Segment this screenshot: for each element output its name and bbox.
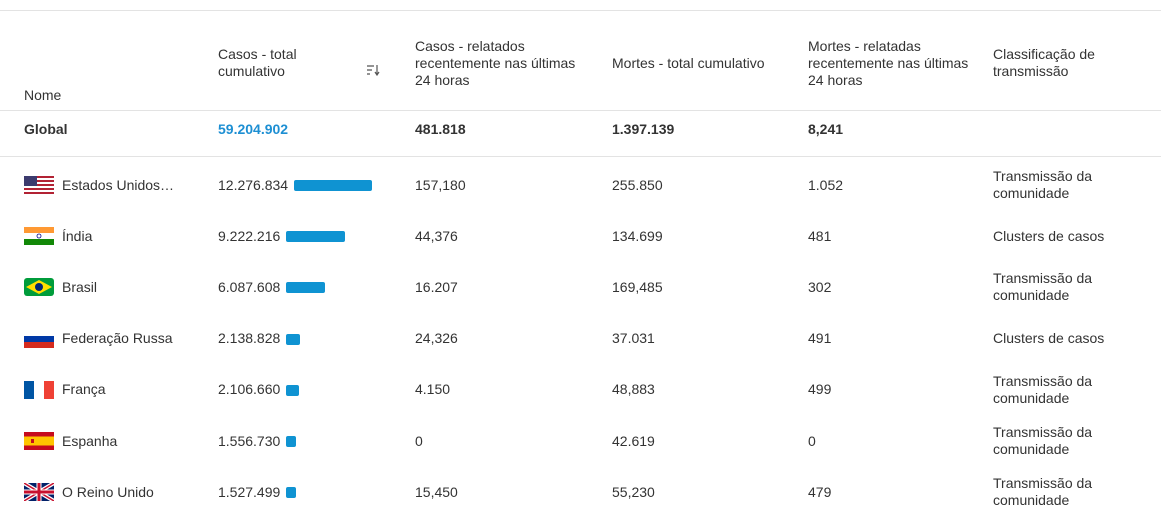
- cell: 15,450: [415, 483, 458, 500]
- sort-icon[interactable]: [366, 64, 380, 76]
- cell: 2.138.828: [218, 330, 281, 347]
- column-header: Casos - total cumulativo: [218, 46, 297, 79]
- cell: Clusters de casos: [993, 330, 1105, 347]
- global-cell: 8,241: [808, 121, 844, 137]
- case-bar: [286, 231, 345, 243]
- cell: 499: [808, 381, 832, 398]
- cell: 481: [808, 227, 832, 244]
- global-cell: 1.397.139: [612, 121, 675, 137]
- cell: 16.207: [415, 278, 458, 295]
- cell: 4.150: [415, 381, 451, 398]
- global-cell: 59.204.902: [218, 121, 289, 137]
- cell: 9.222.216: [218, 227, 281, 244]
- cell: Estados Unidos…: [62, 176, 175, 193]
- flag: [24, 227, 54, 246]
- cell: Clusters de casos: [993, 227, 1105, 244]
- global-cell: 481.818: [415, 121, 466, 137]
- cell: 2.106.660: [218, 381, 281, 398]
- cell: 255.850: [612, 176, 663, 193]
- flag: [24, 432, 54, 450]
- cell: 169,485: [612, 278, 663, 295]
- cell: Federação Russa: [62, 330, 173, 347]
- case-bar: [286, 282, 325, 294]
- cell: 1.556.730: [218, 432, 281, 449]
- header-border: [0, 110, 1161, 111]
- top-border: [0, 10, 1161, 11]
- cell: 1.527.499: [218, 483, 281, 500]
- flag: [24, 329, 54, 348]
- case-bar: [286, 487, 296, 499]
- flag: [24, 483, 54, 502]
- column-header: Nome: [24, 87, 62, 103]
- cell: Brasil: [62, 278, 98, 295]
- cell: 0: [415, 432, 423, 449]
- cell: 302: [808, 278, 832, 295]
- flag: [24, 380, 54, 399]
- global-cell: Global: [24, 121, 68, 137]
- cell: 134.699: [612, 227, 663, 244]
- case-bar: [286, 436, 296, 447]
- cell: 12.276.834: [218, 176, 289, 193]
- cell: 48,883: [612, 381, 655, 398]
- column-header: Mortes - relatadas recentemente nas últi…: [808, 37, 969, 88]
- case-bar: [286, 384, 300, 396]
- column-header: Casos - relatados recentemente nas últim…: [415, 37, 576, 88]
- cell: Transmissão da comunidade: [993, 168, 1093, 201]
- column-header: Classificação de transmissão: [993, 46, 1095, 79]
- flag: [24, 176, 54, 194]
- cell: 37.031: [612, 330, 655, 347]
- cell: 42.619: [612, 432, 655, 449]
- case-bar: [286, 333, 300, 345]
- cell: 44,376: [415, 227, 458, 244]
- cell: 6.087.608: [218, 278, 281, 295]
- cell: 157,180: [415, 176, 466, 193]
- cell: 55,230: [612, 483, 655, 500]
- cell: 24,326: [415, 330, 458, 347]
- cell: Transmissão da comunidade: [993, 475, 1093, 509]
- cell: 0: [808, 432, 816, 449]
- cell: Índia: [62, 227, 93, 244]
- column-header: Mortes - total cumulativo: [612, 54, 765, 71]
- cell: França: [62, 381, 106, 398]
- flag: [24, 278, 54, 297]
- case-bar: [294, 180, 372, 191]
- cell: Transmissão da comunidade: [993, 270, 1093, 304]
- cell: Transmissão da comunidade: [993, 372, 1093, 406]
- cell: 1.052: [808, 176, 844, 193]
- cell: Transmissão da comunidade: [993, 424, 1093, 457]
- cell: 479: [808, 483, 832, 500]
- cell: Espanha: [62, 432, 118, 449]
- global-border: [0, 156, 1161, 157]
- cell: O Reino Unido: [62, 483, 154, 500]
- cell: 491: [808, 330, 832, 347]
